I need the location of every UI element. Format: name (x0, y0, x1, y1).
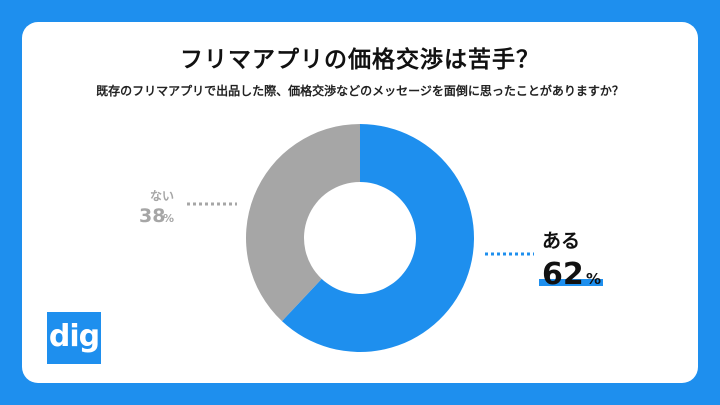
donut-slice-no (246, 124, 360, 322)
slice-unit: % (163, 212, 174, 225)
slice-value: 62 (542, 257, 584, 292)
dig-logo: dig (47, 312, 101, 364)
page-subtitle: 既存のフリマアプリで出品した際、価格交渉などのメッセージを面倒に思ったことがあり… (96, 84, 624, 98)
donut-chart: ある 62 % ない 38 % (139, 124, 603, 352)
content-card: フリマアプリの価格交渉は苦手？ 既存のフリマアプリで出品した際、価格交渉などのメ… (22, 22, 698, 383)
slice-value: 38 (139, 205, 165, 227)
page-title: フリマアプリの価格交渉は苦手？ (180, 47, 540, 73)
slice-label-name: ある (542, 230, 580, 252)
value-underline (539, 279, 603, 286)
donut-slice-yes (281, 124, 475, 352)
slice-unit: % (586, 270, 601, 288)
slice-label-name: ない (150, 189, 174, 203)
